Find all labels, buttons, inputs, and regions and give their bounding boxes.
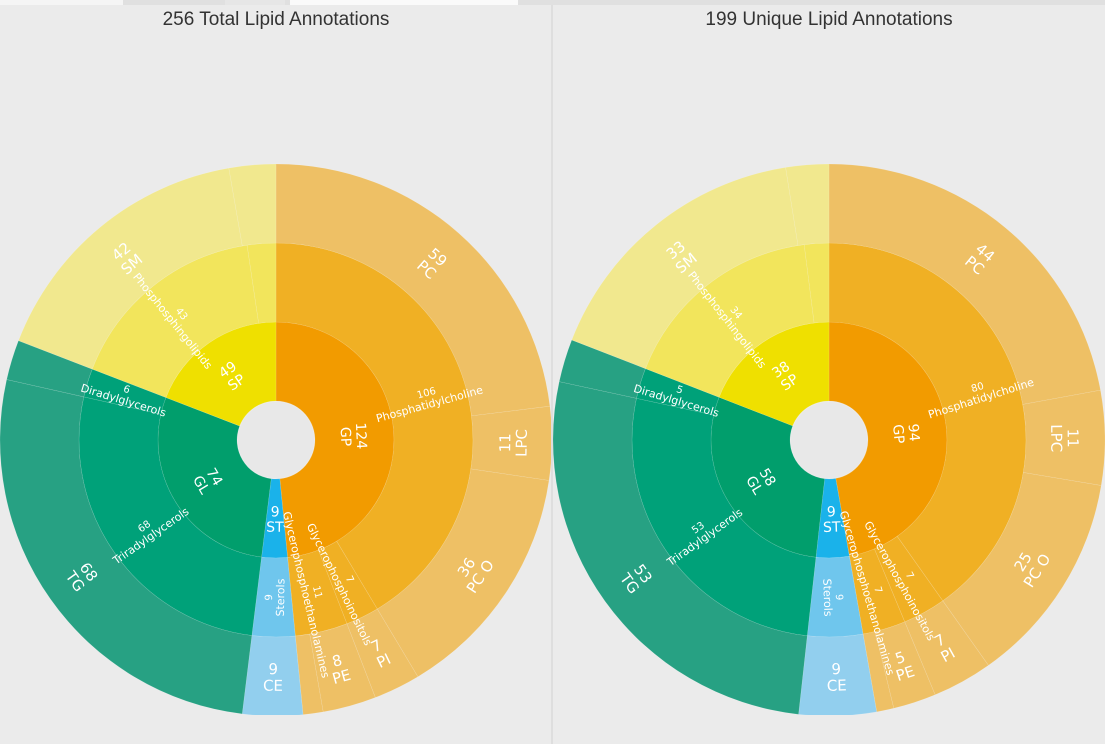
outer-ring-label-ce: 9CE [263, 660, 283, 695]
chart-title-unique: 199 Unique Lipid Annotations [705, 9, 953, 30]
tab-strip-segment [225, 0, 285, 5]
inner-ring-segment-gp[interactable] [828, 321, 948, 557]
chart-title-total: 256 Total Lipid Annotations [162, 9, 390, 30]
inner-ring-segment-gp[interactable] [275, 321, 395, 558]
sunburst-center-hole [791, 402, 867, 478]
inner-ring-label-gp: 124GP [336, 422, 369, 450]
outer-ring-segment-unlabeled[interactable] [862, 631, 895, 713]
middle-ring-segment-triradylglycerols[interactable] [78, 396, 262, 636]
outer-ring-segment-unlabeled[interactable] [558, 339, 646, 399]
panel-divider [551, 5, 553, 744]
outer-ring-segment-ce[interactable] [241, 635, 304, 716]
tab-strip-segment [0, 0, 123, 5]
outer-ring-segment-lpc[interactable] [1022, 389, 1105, 486]
outer-ring-label-lpc: 11LPC [1047, 424, 1082, 452]
inner-ring-label-gp: 94GP [889, 422, 922, 444]
tab-strip-segment [290, 0, 518, 5]
sunburst-panel-unique: 94GP 9ST 58GL 38SP 80Phosphatidylcholine 7Gly… [553, 5, 1105, 744]
middle-ring-segment-phosphosphingolipids[interactable] [645, 244, 815, 398]
inner-ring-label-st: 9ST [822, 504, 841, 536]
inner-ring-segment-st[interactable] [815, 478, 850, 559]
outer-ring-segment-sm[interactable] [18, 167, 243, 370]
outer-ring-segment-pe[interactable] [874, 621, 936, 709]
outer-ring-segment-pc-o[interactable] [376, 468, 550, 678]
outer-ring-segment-pi[interactable] [904, 600, 989, 696]
sunburst-center-hole [238, 402, 314, 478]
middle-ring-segment-unlabeled[interactable] [803, 242, 830, 324]
top-tab-strip [0, 0, 1105, 5]
outer-ring-segment-unlabeled[interactable] [294, 633, 324, 715]
outer-ring-label-ce: 9CE [826, 660, 847, 695]
outer-ring-segment-pc-o[interactable] [942, 472, 1102, 666]
outer-ring-segment-unlabeled[interactable] [785, 163, 830, 246]
outer-ring-label-pe: 8PE [326, 650, 353, 688]
middle-ring-segment-glycerophosphoethanolamines[interactable] [849, 548, 906, 635]
middle-ring-label-sterols: 9Sterols [264, 578, 288, 616]
inner-ring-segment-sp[interactable] [718, 321, 830, 427]
outer-ring-segment-unlabeled[interactable] [228, 163, 277, 247]
middle-ring-segment-unlabeled[interactable] [246, 242, 277, 324]
outer-ring-segment-tg[interactable] [0, 379, 253, 715]
middle-ring-segment-glycerophosphoinositols[interactable] [873, 535, 944, 623]
outer-ring-segment-tg[interactable] [553, 381, 808, 715]
outer-ring-label-lpc: 11LPC [496, 429, 531, 457]
outer-ring-segment-pc[interactable] [275, 163, 551, 417]
middle-ring-label-sterols: 9Sterols [820, 578, 844, 617]
outer-ring-segment-ce[interactable] [798, 633, 878, 716]
middle-ring-segment-glycerophosphoinositols[interactable] [318, 540, 378, 625]
sunburst-panel-total: 124GP 9ST 74GL 49SP 106Phosphatidylcholine 7G… [0, 5, 552, 744]
middle-ring-segment-sterols[interactable] [251, 556, 296, 638]
middle-ring-segment-triradylglycerols[interactable] [631, 397, 817, 637]
inner-ring-label-st: 9ST [266, 504, 284, 536]
outer-ring-segment-pe[interactable] [309, 623, 376, 713]
inner-ring-segment-st[interactable] [261, 478, 288, 559]
outer-ring-segment-sm[interactable] [571, 167, 799, 369]
outer-ring-segment-pc[interactable] [828, 163, 1101, 405]
middle-ring-segment-sterols[interactable] [806, 555, 864, 638]
outer-ring-segment-unlabeled[interactable] [6, 340, 93, 398]
